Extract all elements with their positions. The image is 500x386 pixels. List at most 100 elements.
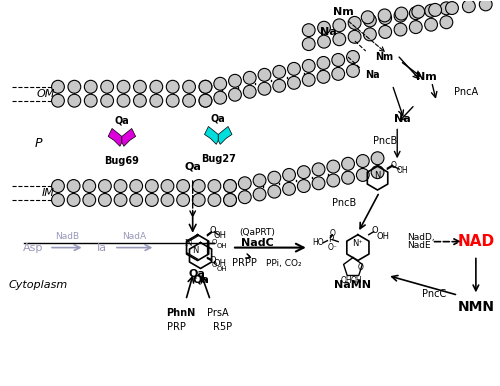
Circle shape bbox=[224, 193, 236, 207]
Text: PncB: PncB bbox=[332, 198, 356, 208]
Circle shape bbox=[333, 33, 345, 46]
Circle shape bbox=[130, 193, 142, 207]
Circle shape bbox=[317, 56, 330, 69]
Circle shape bbox=[317, 70, 330, 83]
Text: (QaPRT): (QaPRT) bbox=[240, 228, 276, 237]
Circle shape bbox=[364, 28, 376, 41]
Circle shape bbox=[244, 71, 256, 84]
Text: P: P bbox=[34, 137, 42, 150]
Text: Nm: Nm bbox=[416, 72, 437, 82]
Text: Qa: Qa bbox=[184, 161, 201, 171]
Circle shape bbox=[378, 9, 391, 22]
Text: Asp: Asp bbox=[23, 243, 44, 252]
Circle shape bbox=[327, 160, 340, 173]
Circle shape bbox=[117, 94, 130, 107]
Circle shape bbox=[224, 179, 236, 193]
Circle shape bbox=[364, 14, 376, 27]
Circle shape bbox=[52, 80, 64, 93]
Text: NadC: NadC bbox=[241, 238, 274, 248]
Circle shape bbox=[298, 166, 310, 179]
Circle shape bbox=[83, 193, 96, 207]
Text: O: O bbox=[390, 161, 396, 170]
Circle shape bbox=[394, 23, 407, 36]
Circle shape bbox=[224, 179, 236, 193]
Text: Bug69: Bug69 bbox=[104, 156, 140, 166]
Text: PhnN: PhnN bbox=[166, 308, 196, 318]
Circle shape bbox=[67, 179, 80, 193]
Circle shape bbox=[318, 21, 330, 34]
Text: NAD: NAD bbox=[458, 234, 494, 249]
Circle shape bbox=[288, 63, 300, 75]
Circle shape bbox=[182, 80, 196, 93]
Circle shape bbox=[100, 80, 114, 93]
Circle shape bbox=[100, 94, 114, 107]
Circle shape bbox=[117, 80, 130, 93]
Circle shape bbox=[410, 20, 422, 34]
Circle shape bbox=[346, 64, 360, 77]
Text: N: N bbox=[374, 171, 380, 179]
Circle shape bbox=[288, 76, 300, 89]
Circle shape bbox=[282, 168, 296, 181]
Text: OH: OH bbox=[217, 266, 228, 273]
Circle shape bbox=[68, 80, 81, 93]
Text: Na: Na bbox=[366, 70, 380, 80]
Circle shape bbox=[302, 59, 315, 72]
Circle shape bbox=[302, 37, 315, 51]
Text: Qa: Qa bbox=[188, 268, 205, 278]
Circle shape bbox=[312, 163, 325, 176]
Circle shape bbox=[166, 80, 179, 93]
Circle shape bbox=[52, 94, 64, 107]
Circle shape bbox=[282, 182, 296, 195]
Circle shape bbox=[268, 171, 280, 184]
Circle shape bbox=[429, 3, 442, 16]
Text: N: N bbox=[185, 239, 192, 248]
Circle shape bbox=[182, 94, 196, 107]
Circle shape bbox=[342, 157, 354, 170]
Text: OH: OH bbox=[377, 232, 390, 241]
Circle shape bbox=[258, 68, 271, 81]
Circle shape bbox=[84, 94, 97, 107]
Text: Nm: Nm bbox=[376, 52, 394, 62]
Circle shape bbox=[332, 54, 344, 66]
Circle shape bbox=[480, 0, 492, 11]
Text: R5P: R5P bbox=[212, 322, 232, 332]
Circle shape bbox=[192, 179, 205, 193]
Circle shape bbox=[224, 193, 236, 207]
Circle shape bbox=[379, 12, 392, 24]
Circle shape bbox=[98, 179, 112, 193]
Circle shape bbox=[238, 177, 251, 190]
Circle shape bbox=[346, 51, 360, 63]
Circle shape bbox=[371, 152, 384, 165]
Text: Na: Na bbox=[320, 27, 337, 37]
Polygon shape bbox=[204, 127, 218, 144]
Text: N⁺: N⁺ bbox=[352, 239, 364, 248]
Text: PRP: PRP bbox=[166, 322, 186, 332]
Circle shape bbox=[424, 18, 438, 31]
Text: NadB: NadB bbox=[55, 232, 79, 240]
Text: PncC: PncC bbox=[422, 289, 446, 299]
Circle shape bbox=[268, 185, 280, 198]
Polygon shape bbox=[218, 127, 232, 144]
Text: O: O bbox=[358, 263, 364, 272]
Circle shape bbox=[302, 24, 315, 37]
Text: PRPP: PRPP bbox=[232, 259, 257, 269]
Circle shape bbox=[146, 193, 158, 207]
Circle shape bbox=[83, 179, 96, 193]
Circle shape bbox=[273, 80, 285, 92]
Circle shape bbox=[176, 193, 190, 207]
Text: P: P bbox=[328, 235, 333, 244]
Circle shape bbox=[192, 193, 205, 207]
Circle shape bbox=[68, 94, 81, 107]
Circle shape bbox=[214, 91, 226, 104]
Circle shape bbox=[332, 68, 344, 80]
Text: Qa: Qa bbox=[114, 115, 130, 125]
Text: OH: OH bbox=[214, 259, 226, 268]
Circle shape bbox=[371, 166, 384, 179]
Circle shape bbox=[302, 73, 315, 86]
Circle shape bbox=[412, 5, 424, 18]
Text: PncA: PncA bbox=[454, 87, 478, 97]
Circle shape bbox=[166, 94, 179, 107]
Text: N: N bbox=[192, 246, 199, 255]
Circle shape bbox=[395, 7, 408, 20]
Circle shape bbox=[208, 179, 221, 193]
